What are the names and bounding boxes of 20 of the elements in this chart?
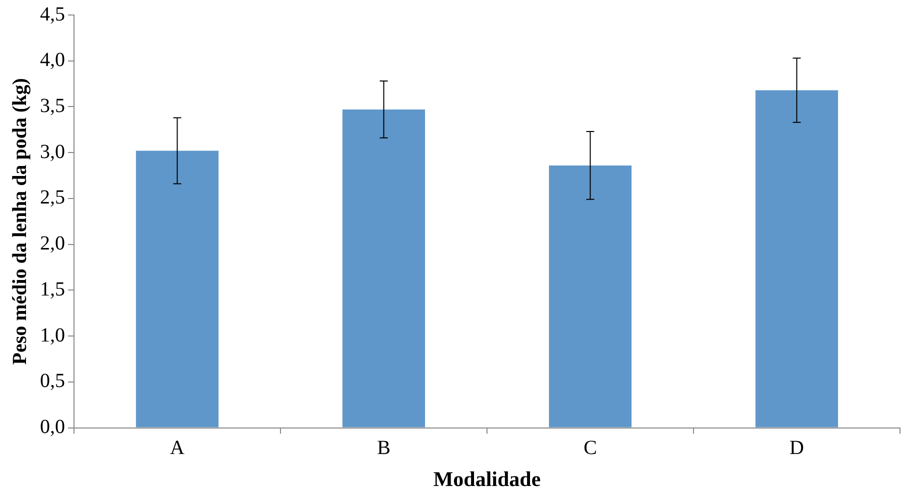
x-axis-title: Modalidade	[433, 466, 541, 491]
x-tick-label: A	[170, 437, 186, 460]
bar	[755, 90, 838, 428]
y-tick-label: 3,5	[40, 94, 65, 117]
y-tick-label: 4,5	[40, 3, 65, 26]
y-tick-label: 1,0	[40, 324, 65, 346]
y-tick-label: 3,0	[40, 140, 65, 163]
y-axis-title: Peso médio da lenha da poda (kg)	[9, 78, 32, 365]
y-tick-label: 1,5	[40, 278, 65, 300]
x-tick-label: C	[584, 437, 597, 460]
y-tick-label: 0,0	[40, 416, 65, 438]
bar	[136, 150, 219, 428]
y-tick-label: 2,0	[40, 232, 65, 255]
x-tick-label: D	[790, 437, 804, 460]
bar	[548, 165, 632, 428]
bar	[342, 109, 426, 428]
y-tick-label: 4,0	[40, 49, 65, 72]
x-tick-label: B	[377, 437, 390, 460]
y-tick-label: 2,5	[40, 186, 65, 209]
y-tick-label: 0,5	[40, 370, 65, 392]
